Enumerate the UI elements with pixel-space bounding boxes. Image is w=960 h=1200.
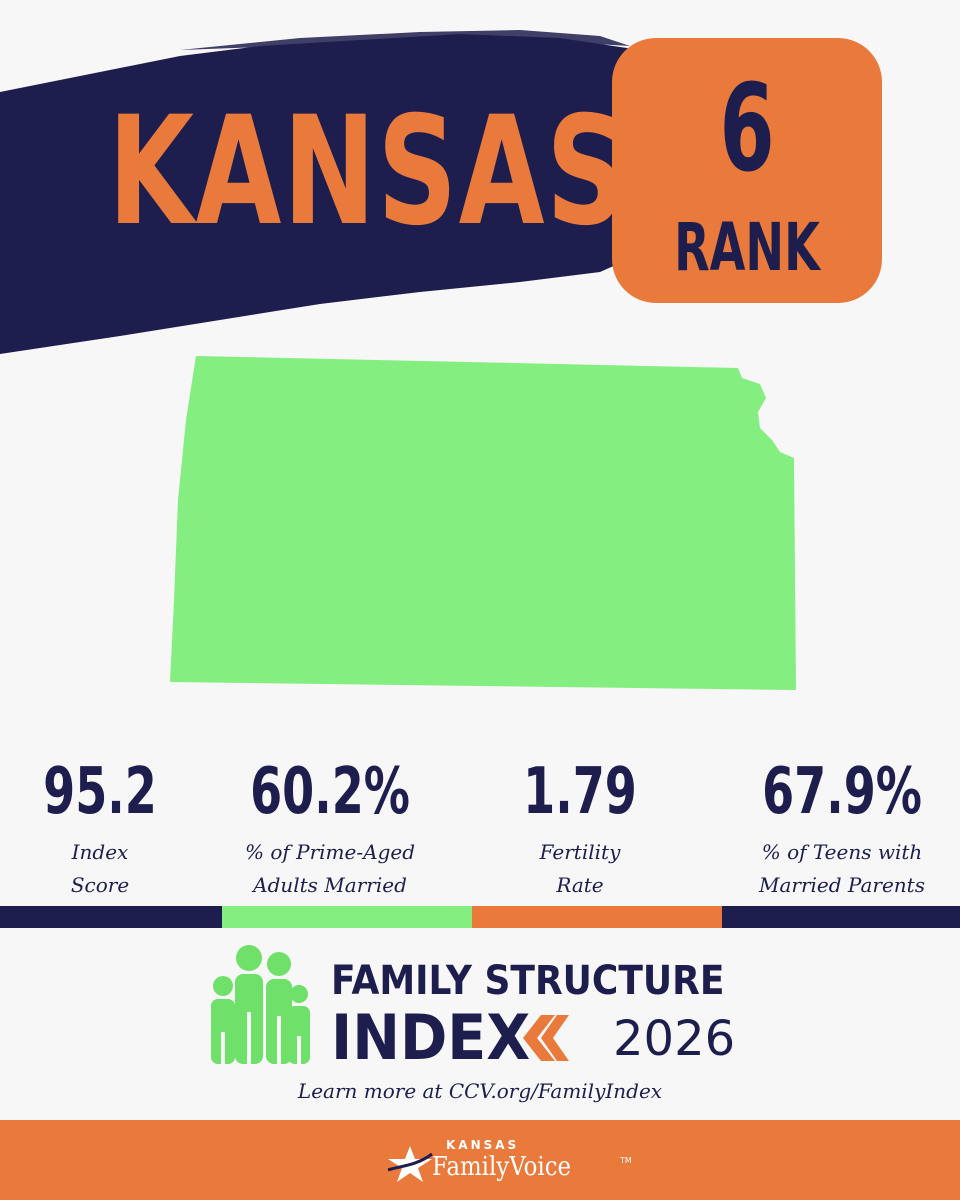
stat-adults-married: 60.2% % of Prime-Aged Adults Married: [210, 752, 450, 902]
stat-label: Fertility Rate: [539, 840, 621, 897]
state-name-title: KANSAS: [108, 85, 628, 259]
stat-label: Index Score: [70, 840, 130, 897]
footer-org-name: FamilyVoice: [432, 1152, 572, 1182]
stat-teens-married-parents: 67.9% % of Teens with Married Parents: [722, 752, 960, 902]
footer-trademark: TM: [620, 1156, 632, 1165]
chevron-left-icon: [523, 1015, 569, 1061]
family-group-icon: [211, 945, 310, 1064]
stat-index-score: 95.2 Index Score: [0, 752, 220, 902]
stat-label: % of Teens with Married Parents: [759, 840, 925, 897]
rank-label: RANK: [674, 209, 820, 286]
star-logo-icon: [387, 1146, 433, 1182]
divider-bar-green: [222, 906, 472, 928]
rank-badge: 6 RANK: [612, 38, 882, 303]
stat-value: 95.2: [43, 755, 157, 829]
stat-label: % of Prime-Aged Adults Married: [244, 840, 416, 897]
logo-title-line1: FAMILY STRUCTURE: [331, 958, 725, 1004]
stat-fertility-rate: 1.79 Fertility Rate: [460, 752, 700, 902]
divider-bar-orange: [472, 906, 722, 928]
kansas-map-icon: [170, 356, 796, 690]
logo-title-line2-group: INDEX 2026: [331, 1005, 751, 1071]
call-to-action-text: Learn more at CCV.org/FamilyIndex: [297, 1079, 663, 1103]
stat-value: 67.9%: [762, 755, 922, 829]
divider-bar-navy: [0, 906, 250, 928]
logo-title-line2: INDEX: [331, 1001, 531, 1074]
logo-year: 2026: [613, 1011, 736, 1067]
rank-number: 6: [719, 60, 775, 199]
header-brush-banner: [0, 30, 660, 354]
footer-band: [0, 1120, 960, 1200]
stat-value: 1.79: [523, 755, 637, 829]
divider-bar-navy-2: [722, 906, 960, 928]
footer-org-state: KANSAS: [446, 1138, 520, 1152]
stat-value: 60.2%: [250, 755, 410, 829]
